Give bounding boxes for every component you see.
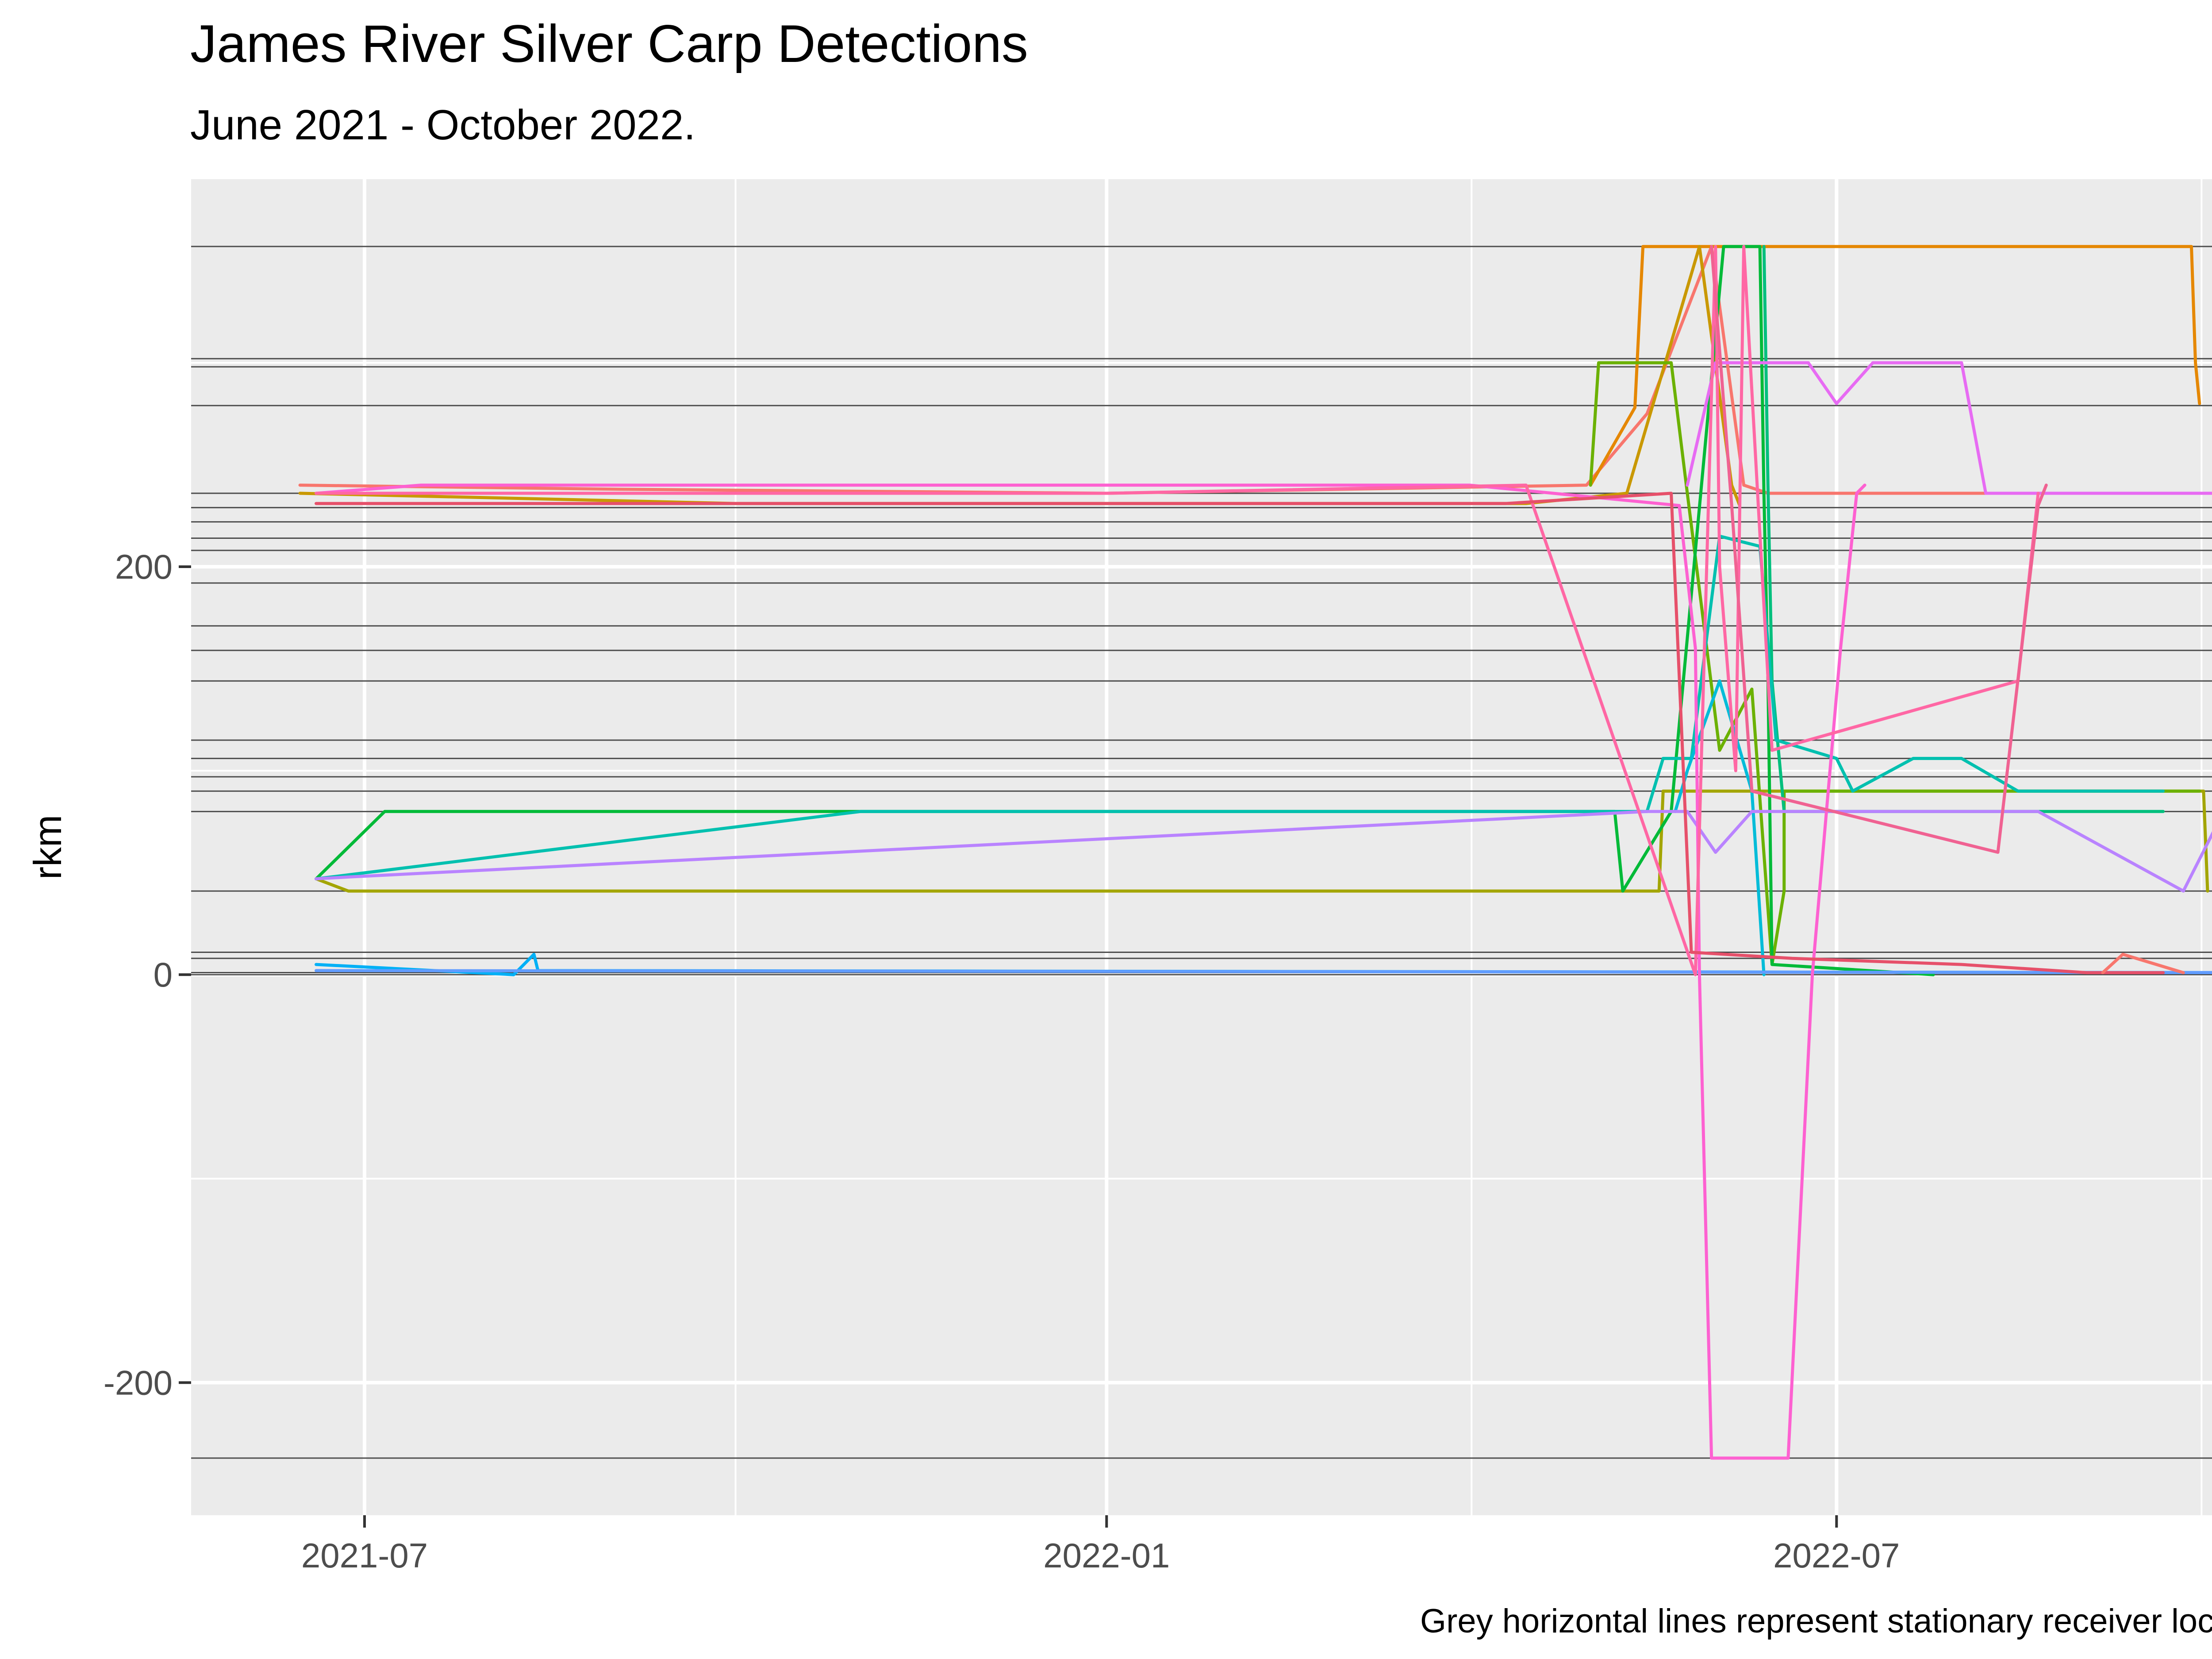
x-tick-label: 2021-07 bbox=[301, 1536, 428, 1575]
series-line-16 bbox=[315, 492, 2165, 975]
series-line-15 bbox=[315, 245, 2040, 976]
series-line-4 bbox=[315, 789, 2209, 893]
x-tick-label: 2022-07 bbox=[1773, 1536, 1900, 1575]
series-line-12 bbox=[315, 810, 2212, 893]
chart-title: James River Silver Carp Detections bbox=[190, 14, 1028, 73]
y-axis-title: rkm bbox=[26, 815, 69, 880]
plot-panel bbox=[191, 179, 2212, 1515]
series-line-17 bbox=[1710, 245, 2048, 854]
series-line-1 bbox=[298, 245, 2212, 495]
y-tick-label: -200 bbox=[104, 1363, 173, 1402]
series-line-14 bbox=[315, 484, 1866, 1460]
y-tick-label: 0 bbox=[154, 955, 173, 994]
series-lines bbox=[298, 245, 2212, 1460]
series-line-13 bbox=[1686, 361, 2212, 495]
x-axis: 2021-07 2022-01 2022-07 bbox=[301, 1515, 1900, 1575]
y-axis: -200 0 200 bbox=[104, 547, 191, 1402]
x-tick-label: 2022-01 bbox=[1043, 1536, 1170, 1575]
y-tick-label: 200 bbox=[115, 547, 173, 586]
series-line-2 bbox=[1589, 245, 2201, 487]
series-line-11 bbox=[315, 969, 2212, 974]
series-line-8 bbox=[315, 534, 2165, 880]
series-line-18 bbox=[2101, 952, 2185, 975]
chart-caption: Grey horizontal lines represent stationa… bbox=[1420, 1602, 2212, 1640]
chart-subtitle: June 2021 - October 2022. bbox=[190, 101, 695, 149]
